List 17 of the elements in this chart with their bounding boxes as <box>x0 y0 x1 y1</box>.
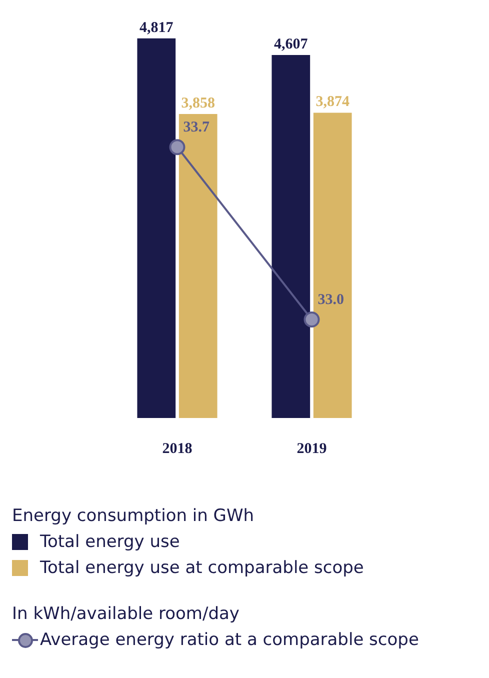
x-tick-label: 2019 <box>296 440 327 457</box>
data-label: 3,874 <box>316 94 350 110</box>
bar <box>272 54 310 418</box>
data-label: 3,858 <box>181 95 215 112</box>
data-label: 4,817 <box>140 20 174 36</box>
legend-label: Total energy use at comparable scope <box>40 558 364 578</box>
legend-label: Total energy use <box>40 532 180 552</box>
bar <box>313 112 352 418</box>
data-label: 4,607 <box>274 36 308 52</box>
legend-label: Average energy ratio at a comparable scope <box>40 630 419 650</box>
data-label: 33.0 <box>318 292 344 308</box>
bar <box>178 114 218 418</box>
data-label: 33.7 <box>183 120 210 136</box>
x-tick-label: 2018 <box>162 440 192 457</box>
bar <box>137 38 176 418</box>
text: Energy consumption in GWh <box>12 506 256 526</box>
text: In kWh/available room/day <box>12 604 240 624</box>
